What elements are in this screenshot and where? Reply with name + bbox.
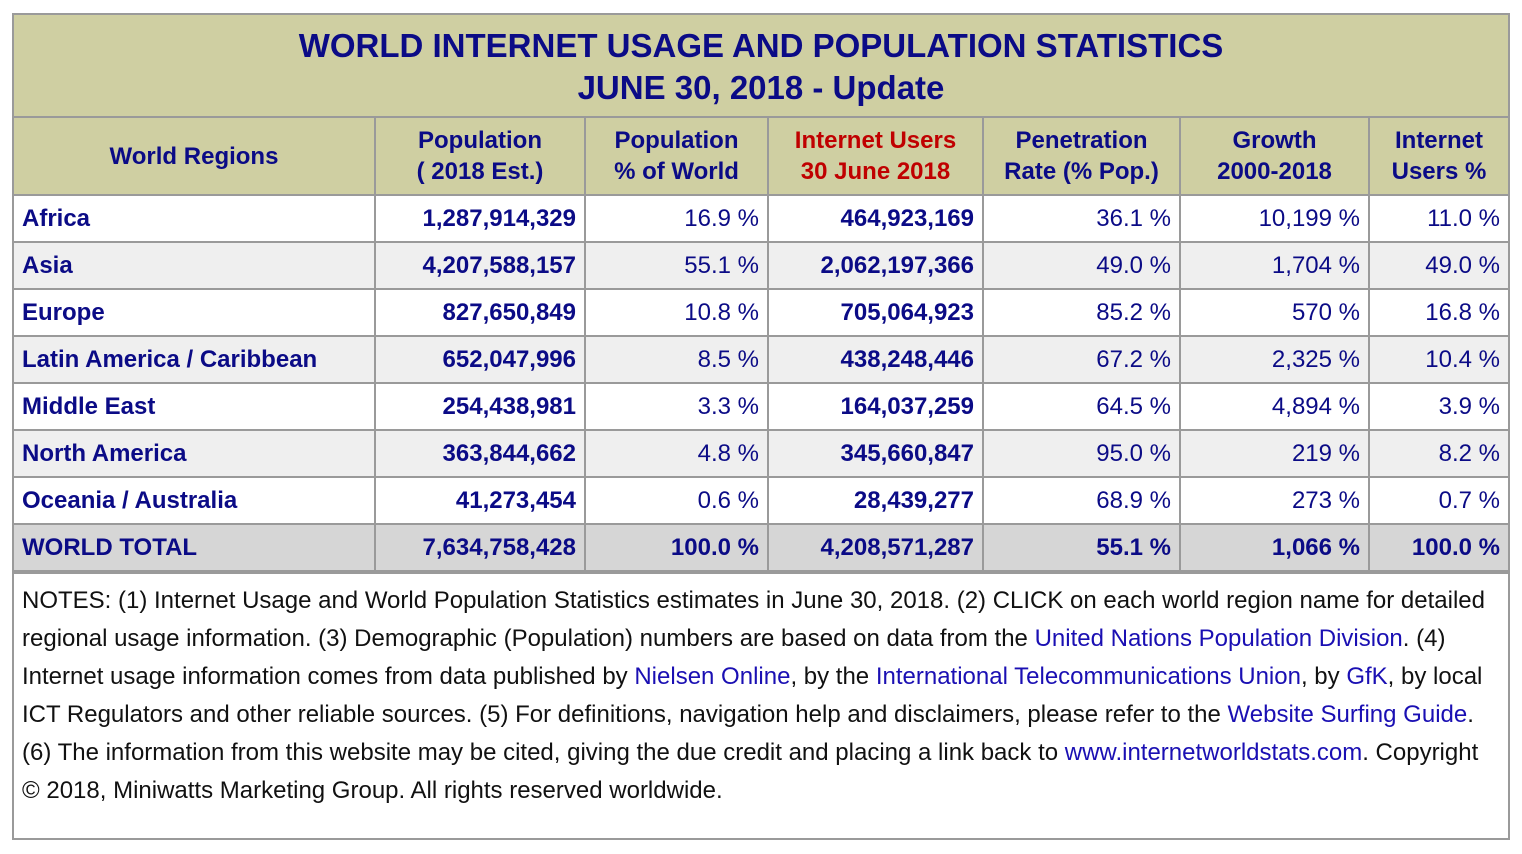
total-label: WORLD TOTAL [14,523,376,572]
table-row: Asia 4,207,588,157 55.1 % 2,062,197,366 … [14,241,1508,290]
share-cell: 3.9 % [1368,382,1508,431]
col-header-regions: World Regions [14,118,376,196]
gfk-link[interactable]: GfK [1346,663,1388,690]
notes-text: , by local ICT Regulators and other reli… [22,663,1483,728]
internet-users-cell: 164,037,259 [767,382,984,431]
total-row: WORLD TOTAL 7,634,758,428 100.0 % 4,208,… [14,523,1508,572]
un-population-link[interactable]: United Nations Population Division [1034,625,1403,652]
penetration-cell: 68.9 % [982,476,1181,525]
growth-cell: 10,199 % [1179,195,1370,243]
region-link-north-america[interactable]: North America [14,429,376,478]
pct-world-cell: 0.6 % [584,476,769,525]
region-link-middle-east[interactable]: Middle East [14,382,376,431]
col-header-growth: Growth 2000-2018 [1179,118,1370,196]
col-header-share: Internet Users % [1368,118,1508,196]
penetration-cell: 95.0 % [982,429,1181,478]
share-cell: 8.2 % [1368,429,1508,478]
notes-text: NOTES: (1) Internet Usage and World Popu… [22,587,1485,652]
population-cell: 363,844,662 [374,429,586,478]
penetration-cell: 36.1 % [982,195,1181,243]
total-population: 7,634,758,428 [374,523,586,572]
region-link-europe[interactable]: Europe [14,288,376,337]
growth-cell: 219 % [1179,429,1370,478]
internet-users-cell: 464,923,169 [767,195,984,243]
notes-text: . (6) The information from this website … [22,701,1474,766]
share-cell: 10.4 % [1368,335,1508,384]
region-link-latin-america[interactable]: Latin America / Caribbean [14,335,376,384]
table-row: Latin America / Caribbean 652,047,996 8.… [14,335,1508,384]
pct-world-cell: 55.1 % [584,241,769,290]
share-cell: 0.7 % [1368,476,1508,525]
internet-users-cell: 438,248,446 [767,335,984,384]
region-link-asia[interactable]: Asia [14,241,376,290]
notes-text: . (4) Internet usage information comes f… [22,625,1446,690]
notes-paragraph: NOTES: (1) Internet Usage and World Popu… [14,572,1508,810]
internet-users-cell: 2,062,197,366 [767,241,984,290]
stats-table: World Regions Population( 2018 Est.) Pop… [14,118,1508,572]
share-cell: 49.0 % [1368,241,1508,290]
col-header-population: Population( 2018 Est.) [374,118,586,196]
population-cell: 827,650,849 [374,288,586,337]
penetration-cell: 49.0 % [982,241,1181,290]
pct-world-cell: 10.8 % [584,288,769,337]
col-header-internet-users: Internet Users 30 June 2018 [767,118,984,196]
growth-cell: 570 % [1179,288,1370,337]
pct-world-cell: 8.5 % [584,335,769,384]
table-row: North America 363,844,662 4.8 % 345,660,… [14,429,1508,478]
growth-cell: 273 % [1179,476,1370,525]
population-cell: 4,207,588,157 [374,241,586,290]
total-internet-users: 4,208,571,287 [767,523,984,572]
penetration-cell: 64.5 % [982,382,1181,431]
penetration-cell: 67.2 % [982,335,1181,384]
table-row: Africa 1,287,914,329 16.9 % 464,923,169 … [14,195,1508,243]
growth-cell: 1,704 % [1179,241,1370,290]
total-pct-world: 100.0 % [584,523,769,572]
growth-cell: 2,325 % [1179,335,1370,384]
region-link-africa[interactable]: Africa [14,195,376,243]
table-row: Oceania / Australia 41,273,454 0.6 % 28,… [14,476,1508,525]
table-row: Middle East 254,438,981 3.3 % 164,037,25… [14,382,1508,431]
pct-world-cell: 16.9 % [584,195,769,243]
itu-link[interactable]: International Telecommunications Union [875,663,1301,690]
population-cell: 254,438,981 [374,382,586,431]
total-share: 100.0 % [1368,523,1508,572]
growth-cell: 4,894 % [1179,382,1370,431]
penetration-cell: 85.2 % [982,288,1181,337]
nielsen-online-link[interactable]: Nielsen Online [634,663,791,690]
population-cell: 41,273,454 [374,476,586,525]
total-penetration: 55.1 % [982,523,1181,572]
website-link[interactable]: www.internetworldstats.com [1064,739,1363,766]
col-header-pct-world: Population% of World [584,118,769,196]
notes-text: , by the [790,663,876,690]
notes-text: . Copyright © 2018, Miniwatts Marketing … [22,739,1479,804]
title-banner: WORLD INTERNET USAGE AND POPULATION STAT… [14,15,1508,118]
page-title: WORLD INTERNET USAGE AND POPULATION STAT… [298,27,1224,64]
share-cell: 11.0 % [1368,195,1508,243]
pct-world-cell: 4.8 % [584,429,769,478]
col-header-penetration: Penetration Rate (% Pop.) [982,118,1181,196]
header-row: World Regions Population( 2018 Est.) Pop… [14,118,1508,196]
table-row: Europe 827,650,849 10.8 % 705,064,923 85… [14,288,1508,337]
stats-panel: WORLD INTERNET USAGE AND POPULATION STAT… [12,13,1510,840]
internet-users-cell: 28,439,277 [767,476,984,525]
population-cell: 652,047,996 [374,335,586,384]
notes-text: , by [1300,663,1347,690]
share-cell: 16.8 % [1368,288,1508,337]
pct-world-cell: 3.3 % [584,382,769,431]
internet-users-cell: 345,660,847 [767,429,984,478]
internet-users-cell: 705,064,923 [767,288,984,337]
page-subtitle: JUNE 30, 2018 - Update [577,69,945,106]
population-cell: 1,287,914,329 [374,195,586,243]
region-link-oceania[interactable]: Oceania / Australia [14,476,376,525]
total-growth: 1,066 % [1179,523,1370,572]
surfing-guide-link[interactable]: Website Surfing Guide [1227,701,1468,728]
